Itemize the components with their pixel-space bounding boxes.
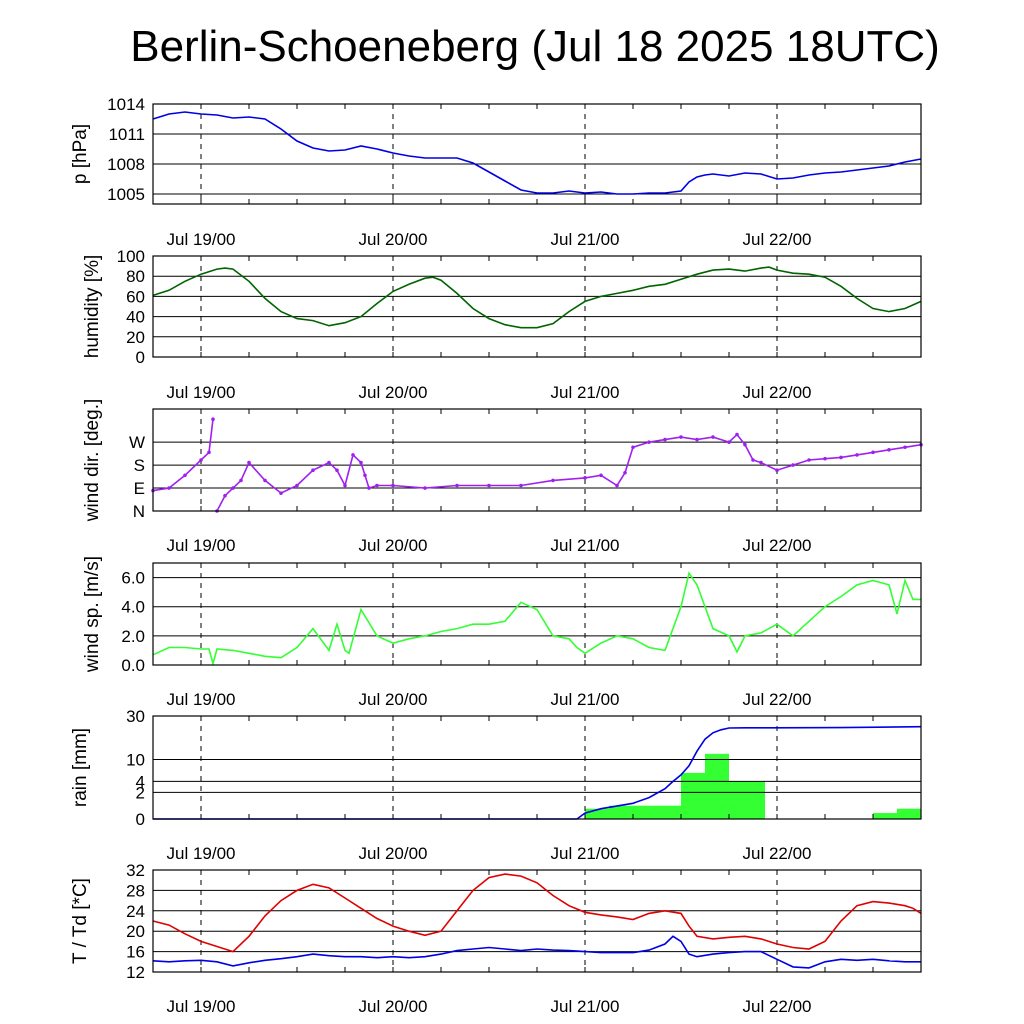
temperature-ytick-label: 12 <box>126 963 145 982</box>
pressure-frame <box>152 103 922 205</box>
rain-bar <box>873 813 897 819</box>
rain-panel: 0 24 10 30 Jul 19/00 Jul 20/00 Jul 21/00 Jul 22… <box>70 707 922 863</box>
wind-direction-ytick-label: N <box>133 502 145 521</box>
rain-axis-label: rain [mm] <box>70 728 91 807</box>
wind-speed-frame <box>152 562 922 666</box>
rain-bar <box>585 808 609 819</box>
wind-speed-ytick-label: 0.0 <box>121 656 145 675</box>
pressure-ytick-label: 1008 <box>107 155 145 174</box>
wind-speed-ytick-label: 6.0 <box>121 569 145 588</box>
rain-ytick-label: 2 <box>136 783 145 802</box>
wind-direction-xtick-label: Jul 22/00 <box>743 536 812 555</box>
chart-title: Berlin-Schoeneberg (Jul 18 2025 18UTC) <box>130 22 940 71</box>
rain-xtick-label: Jul 22/00 <box>743 844 812 863</box>
wind-speed-xtick-label: Jul 19/00 <box>167 690 236 709</box>
wind-speed-xtick-label: Jul 20/00 <box>359 690 428 709</box>
humidity-ytick-label: 100 <box>117 247 145 266</box>
rain-bar <box>897 808 921 819</box>
rain-ytick-label: 30 <box>126 707 145 726</box>
pressure-ytick-label: 1014 <box>107 95 145 114</box>
wind_dir-trace <box>152 419 922 512</box>
temperature-xtick-label: Jul 20/00 <box>359 997 428 1016</box>
rain-xtick-label: Jul 21/00 <box>551 844 620 863</box>
humidity-ytick-label: 60 <box>126 287 145 306</box>
rain-ytick-label: 10 <box>126 751 145 770</box>
rain-bar <box>705 753 729 819</box>
humidity-axis-label: humidity [%] <box>82 255 103 358</box>
temperature-ytick-label: 16 <box>126 943 145 962</box>
wind-direction-axis-label: wind dir. [deg.] <box>82 399 103 523</box>
wind-speed-ytick-label: 2.0 <box>121 627 145 646</box>
temperature-line <box>152 873 922 953</box>
pressure-line <box>152 111 922 195</box>
temperature-axis-label: T / Td [*C] <box>70 878 91 964</box>
wind-direction-ytick-label: W <box>129 433 145 452</box>
humidity-xtick-label: Jul 20/00 <box>359 383 428 402</box>
humidity-ytick-label: 20 <box>126 328 145 347</box>
humidity-xtick-label: Jul 22/00 <box>743 383 812 402</box>
humidity-ytick-label: 80 <box>126 267 145 286</box>
rain-xtick-label: Jul 20/00 <box>359 844 428 863</box>
wind-direction-xtick-label: Jul 20/00 <box>359 536 428 555</box>
wind-speed-xtick-label: Jul 22/00 <box>743 690 812 709</box>
temperature-ytick-label: 24 <box>126 902 145 921</box>
humidity-ytick-label: 0 <box>136 348 145 367</box>
wind-direction-xtick-label: Jul 21/00 <box>551 536 620 555</box>
humidity-frame <box>152 255 922 358</box>
pressure-xtick-label: Jul 21/00 <box>551 230 620 249</box>
wind-speed-panel: 0.0 2.0 4.0 6.0 Jul 19/00 Jul 20/00 Jul 21/00 J… <box>82 556 922 709</box>
wind_speed-line <box>152 571 921 667</box>
temperature-ytick-label: 32 <box>126 861 145 880</box>
rain_line-line <box>153 725 922 820</box>
pressure-ytick-label: 1011 <box>108 125 145 144</box>
pressure-panel: 1005 1008 1011 1014 Jul 19/00 Jul 20/00 Jul 21… <box>70 95 922 249</box>
temperature-xtick-label: Jul 22/00 <box>743 997 812 1016</box>
wind-speed-axis-label: wind sp. [m/s] <box>82 556 103 673</box>
wind-speed-ytick-label: 4.0 <box>121 598 145 617</box>
temperature-ytick-label: 20 <box>126 922 145 941</box>
dewpoint-line <box>152 935 921 969</box>
pressure-xtick-label: Jul 19/00 <box>167 230 236 249</box>
wind-speed-xtick-label: Jul 21/00 <box>551 690 620 709</box>
rain-bar <box>657 805 681 819</box>
temperature-xtick-label: Jul 19/00 <box>167 997 236 1016</box>
pressure-xtick-label: Jul 22/00 <box>743 230 812 249</box>
wind-direction-ytick-label: E <box>134 479 145 498</box>
temperature-ytick-label: 28 <box>126 881 145 900</box>
pressure-ytick-label: 1005 <box>107 185 145 204</box>
rain-frame <box>152 715 922 820</box>
pressure-xtick-label: Jul 20/00 <box>359 230 428 249</box>
rain-xtick-label: Jul 19/00 <box>167 844 236 863</box>
humidity-line <box>152 266 922 329</box>
rain-bar <box>681 772 705 819</box>
wind-direction-frame <box>152 408 922 512</box>
wind-direction-ytick-label: S <box>134 456 145 475</box>
rain-bar <box>609 805 633 819</box>
humidity-xtick-label: Jul 19/00 <box>167 383 236 402</box>
humidity-xtick-label: Jul 21/00 <box>551 383 620 402</box>
temperature-xtick-label: Jul 21/00 <box>551 997 620 1016</box>
temperature-frame <box>152 869 922 973</box>
rain-bar <box>729 781 765 819</box>
rain-ytick-label: 0 <box>136 810 145 829</box>
wind-direction-xtick-label: Jul 19/00 <box>167 536 236 555</box>
rain-bar <box>633 805 657 819</box>
humidity-ytick-label: 40 <box>126 308 145 327</box>
pressure-axis-label: p [hPa] <box>70 124 91 184</box>
rain-ytick-label: 4 <box>136 772 145 791</box>
